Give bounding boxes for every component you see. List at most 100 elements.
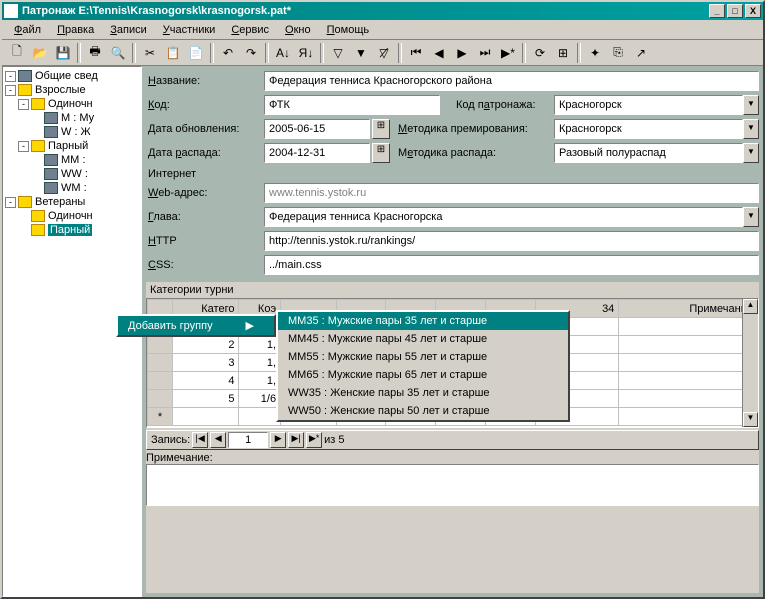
css-label: CSS: — [146, 259, 264, 271]
context-submenu[interactable]: MM35 : Мужские пары 35 лет и старшеMM45 … — [276, 310, 570, 422]
tree-node[interactable]: - Общие свед — [5, 69, 139, 83]
bonus-select[interactable] — [554, 119, 743, 139]
scroll-up-icon[interactable]: ▲ — [743, 299, 758, 314]
ctx-item[interactable]: MM45 : Мужские пары 45 лет и старше — [278, 330, 568, 348]
expand-icon[interactable]: - — [5, 85, 16, 96]
tree-node[interactable]: -Парный — [5, 139, 139, 153]
save-icon[interactable]: 💾 — [52, 42, 74, 64]
menu-Участники[interactable]: Участники — [155, 22, 224, 38]
nav-last-icon[interactable]: ▶| — [288, 432, 304, 448]
props-icon[interactable]: ⊞ — [552, 42, 574, 64]
paste-icon[interactable]: 📄 — [185, 42, 207, 64]
tree-node[interactable]: -Взрослые — [5, 83, 139, 97]
prev-icon[interactable]: ◀ — [428, 42, 450, 64]
expand-icon[interactable]: - — [5, 71, 16, 82]
table-icon — [44, 182, 58, 194]
code-input[interactable] — [264, 95, 440, 115]
preview-icon[interactable]: 🔍 — [107, 42, 129, 64]
calendar-icon-2[interactable]: ⊞ — [372, 143, 390, 163]
sort-desc-icon[interactable]: Я↓ — [295, 42, 317, 64]
copy-icon[interactable]: 📋 — [162, 42, 184, 64]
scroll-down-icon[interactable]: ▼ — [743, 412, 758, 427]
tree-node[interactable]: MM : — [5, 153, 139, 167]
name-input[interactable] — [264, 71, 759, 91]
tool3-icon[interactable]: ↗ — [630, 42, 652, 64]
tree-label: Общие свед — [35, 70, 98, 82]
close-button[interactable]: X — [745, 4, 761, 18]
maximize-button[interactable]: □ — [727, 4, 743, 18]
cut-icon[interactable]: ✂ — [139, 42, 161, 64]
last-icon[interactable]: ⏭ — [474, 42, 496, 64]
first-icon[interactable]: ⏮ — [405, 42, 427, 64]
css-input[interactable] — [264, 255, 759, 275]
expand-icon[interactable]: - — [18, 99, 29, 110]
nav-prev-icon[interactable]: ◀ — [210, 432, 226, 448]
tool2-icon[interactable]: ⎘ — [607, 42, 629, 64]
record-pos[interactable] — [228, 432, 268, 448]
menu-Окно[interactable]: Окно — [277, 22, 319, 38]
ctx-item[interactable]: WW35 : Женские пары 35 лет и старше — [278, 384, 568, 402]
minimize-button[interactable]: _ — [709, 4, 725, 18]
menu-Правка[interactable]: Правка — [49, 22, 102, 38]
tree-node[interactable]: WW : — [5, 167, 139, 181]
redo-icon[interactable]: ↷ — [240, 42, 262, 64]
head-dropdown-icon[interactable]: ▼ — [743, 207, 759, 227]
ctx-item[interactable]: MM55 : Мужские пары 55 лет и старше — [278, 348, 568, 366]
expand-icon[interactable]: - — [5, 197, 16, 208]
tree-label: Одиночн — [48, 98, 93, 110]
refresh-icon[interactable]: ⟳ — [529, 42, 551, 64]
folder-icon — [31, 140, 45, 152]
calendar-icon[interactable]: ⊞ — [372, 119, 390, 139]
filter-icon[interactable]: ▽ — [327, 42, 349, 64]
submenu-arrow-icon: ▶ — [246, 319, 254, 332]
tree-node[interactable]: -Ветераны — [5, 195, 139, 209]
ctx-item[interactable]: MM65 : Мужские пары 65 лет и старше — [278, 366, 568, 384]
end-date-input[interactable] — [264, 143, 370, 163]
menu-Помощь[interactable]: Помощь — [319, 22, 378, 38]
nav-next-icon[interactable]: ▶ — [270, 432, 286, 448]
table-icon — [18, 70, 32, 82]
decay-label: Методика распада: — [396, 147, 554, 159]
folder-icon — [18, 196, 32, 208]
new-icon[interactable]: 🗋 — [6, 42, 28, 64]
open-icon[interactable]: 📂 — [29, 42, 51, 64]
filter-off-icon[interactable]: ▽̸ — [373, 42, 395, 64]
tree-node[interactable]: Парный — [5, 223, 139, 237]
bonus-dropdown-icon[interactable]: ▼ — [743, 119, 759, 139]
context-menu[interactable]: Добавить группу▶ — [116, 314, 276, 337]
menu-Сервис[interactable]: Сервис — [223, 22, 277, 38]
notes-label: Примечание: — [146, 452, 759, 464]
nav-first-icon[interactable]: |◀ — [192, 432, 208, 448]
ctx-item[interactable]: MM35 : Мужские пары 35 лет и старше — [278, 312, 568, 330]
nav-new-icon[interactable]: ▶* — [306, 432, 322, 448]
undo-icon[interactable]: ↶ — [217, 42, 239, 64]
tool1-icon[interactable]: ✦ — [584, 42, 606, 64]
add-icon[interactable]: ▶* — [497, 42, 519, 64]
decay-select[interactable] — [554, 143, 743, 163]
expand-icon[interactable]: - — [18, 141, 29, 152]
ctx-add-group[interactable]: Добавить группу▶ — [118, 316, 274, 335]
sort-asc-icon[interactable]: A↓ — [272, 42, 294, 64]
tree-node[interactable]: WM : — [5, 181, 139, 195]
update-date-input[interactable] — [264, 119, 370, 139]
menu-Файл[interactable]: Файл — [6, 22, 49, 38]
filter-sel-icon[interactable]: ▼ — [350, 42, 372, 64]
decay-dropdown-icon[interactable]: ▼ — [743, 143, 759, 163]
menu-Записи[interactable]: Записи — [102, 22, 155, 38]
head-input[interactable] — [264, 207, 743, 227]
http-input[interactable] — [264, 231, 759, 251]
patronage-dropdown-icon[interactable]: ▼ — [743, 95, 759, 115]
web-label: Web-адрес: — [146, 187, 264, 199]
print-icon[interactable]: 🖶 — [84, 42, 106, 64]
tree-node[interactable]: - Одиночн — [5, 97, 139, 111]
patronage-select[interactable] — [554, 95, 743, 115]
vertical-scrollbar[interactable]: ▲ ▼ — [742, 299, 758, 427]
next-icon[interactable]: ▶ — [451, 42, 473, 64]
tree-node[interactable]: M : Му — [5, 111, 139, 125]
notes-textarea[interactable] — [146, 464, 759, 506]
tree-node[interactable]: Одиночн — [5, 209, 139, 223]
tree-node[interactable]: W : Ж — [5, 125, 139, 139]
ctx-item[interactable]: WW50 : Женские пары 50 лет и старше — [278, 402, 568, 420]
name-label: Название: — [146, 75, 264, 87]
web-input[interactable] — [264, 183, 759, 203]
